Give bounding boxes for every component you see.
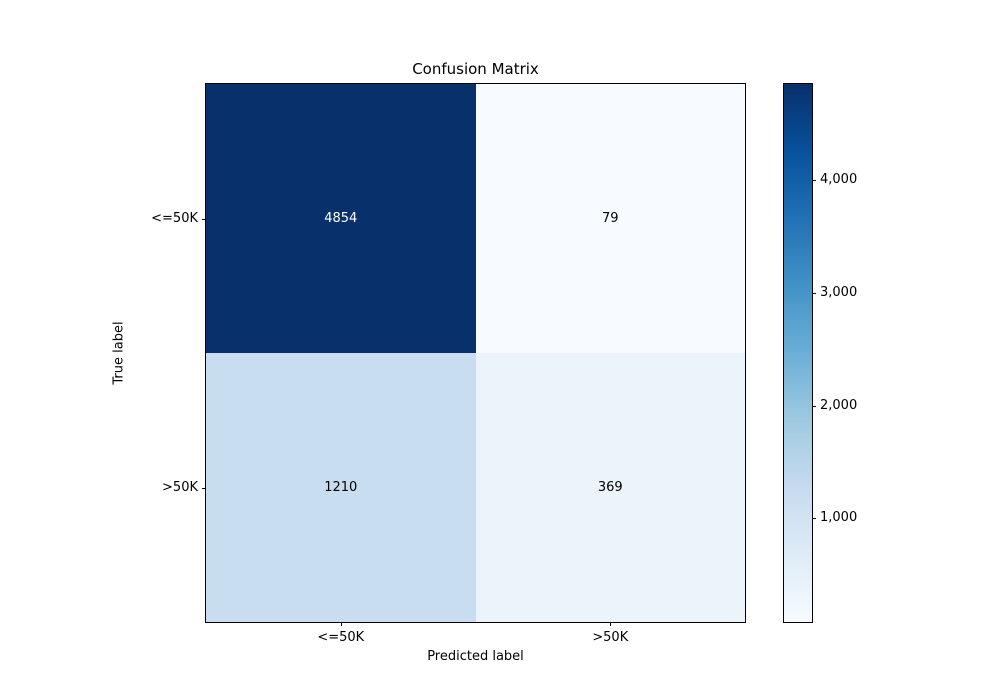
y-tick-mark — [202, 218, 206, 220]
y-tick-label: <=50K — [151, 210, 198, 226]
matrix-cell: 369 — [475, 353, 745, 622]
colorbar-tick-label: 4,000 — [820, 172, 858, 188]
x-tick-label: >50K — [592, 630, 629, 645]
cell-value: 369 — [597, 480, 623, 495]
colorbar-tick-mark — [812, 292, 816, 294]
plot-area: 4854 79 1210 369 — [205, 83, 746, 623]
x-tick-label: <=50K — [317, 630, 365, 645]
colorbar-tick-mark — [812, 518, 816, 520]
y-tick-mark — [202, 487, 206, 489]
colorbar — [783, 83, 813, 623]
colorbar-tick-label: 2,000 — [820, 397, 858, 413]
x-tick-mark — [340, 622, 342, 626]
matrix-cell: 1210 — [206, 353, 476, 622]
matrix-cell: 4854 — [206, 84, 476, 353]
colorbar-tick-label: 1,000 — [820, 510, 858, 526]
cell-value: 79 — [601, 211, 619, 226]
cell-value: 1210 — [324, 480, 358, 495]
colorbar-tick-mark — [812, 405, 816, 407]
matrix-grid: 4854 79 1210 369 — [206, 84, 745, 622]
colorbar-tick-mark — [812, 180, 816, 182]
x-tick-mark — [610, 622, 612, 626]
y-axis-label: True label — [111, 321, 127, 385]
x-axis-label: Predicted label — [427, 649, 524, 664]
cell-value: 4854 — [324, 211, 358, 226]
y-tick-label: >50K — [162, 479, 198, 495]
colorbar-tick-label: 3,000 — [820, 284, 858, 300]
chart-title: Confusion Matrix — [412, 60, 539, 78]
matrix-cell: 79 — [475, 84, 745, 353]
